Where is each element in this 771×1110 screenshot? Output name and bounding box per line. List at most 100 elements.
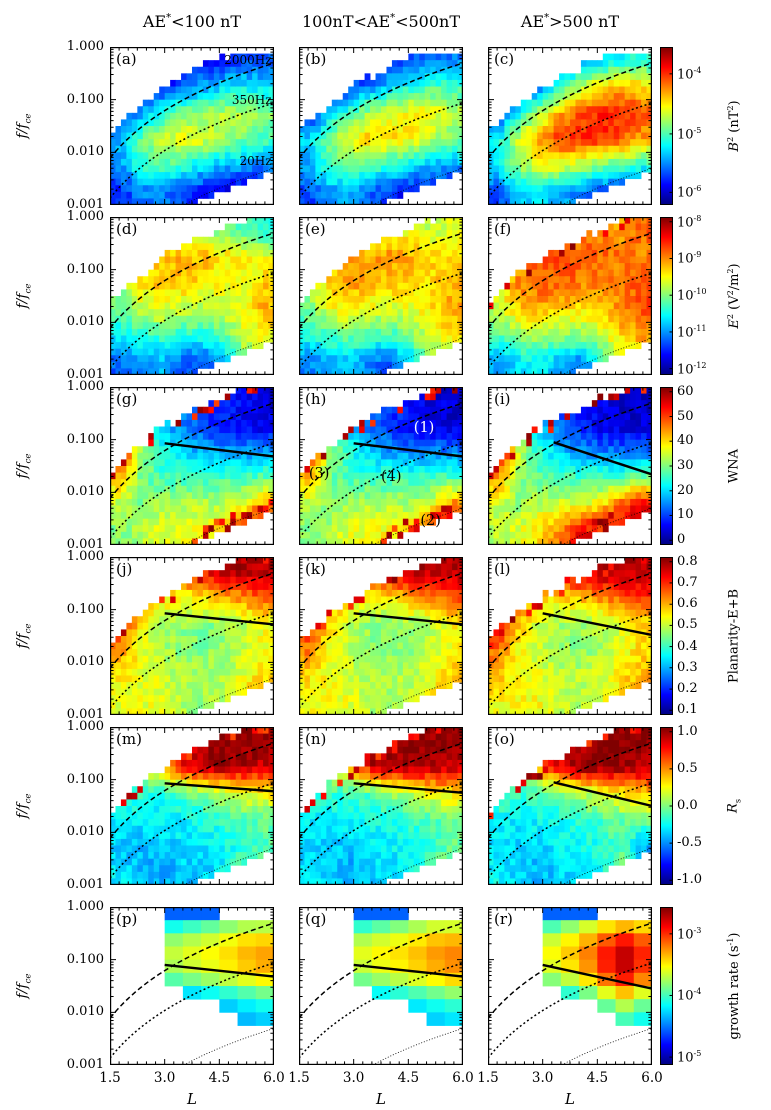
panel-n: (n)	[299, 727, 463, 885]
x-axis-label: L	[187, 1090, 197, 1108]
colorbar-tick-label: 10-6	[677, 184, 702, 201]
colorbar-4	[660, 557, 673, 715]
colorbar-title: WNA	[726, 448, 742, 484]
y-tick-label: 0.010	[66, 1004, 104, 1020]
panel-annotation: 350Hz	[231, 92, 272, 107]
colorbar-title: growth rate (s-1)	[725, 932, 743, 1040]
heatmap-canvas-m	[110, 727, 274, 885]
y-axis-label: f/fce	[14, 113, 34, 139]
colorbar-title: B2 (nT2)	[725, 100, 743, 152]
x-tick-label: 6.0	[641, 1070, 663, 1086]
panel-a: (a) 2000Hz 350Hz 20Hz	[110, 47, 274, 205]
heatmap-canvas-l	[488, 557, 652, 715]
panel-k: (k)	[299, 557, 463, 715]
y-tick-label: 0.001	[66, 1057, 104, 1072]
x-tick-label: 6.0	[263, 1070, 285, 1086]
y-axis-label: f/fce	[14, 793, 34, 819]
colorbar-tick-label: 10-10	[677, 287, 707, 304]
y-tick-label: 1.000	[66, 209, 104, 224]
panel-letter: (g)	[116, 390, 138, 408]
colorbar-tick-label: 10-4	[677, 65, 702, 83]
y-tick-label: 0.100	[66, 431, 104, 447]
panel-m: (m)	[110, 727, 274, 885]
panel-letter: (n)	[305, 730, 327, 748]
panel-letter: (a)	[116, 50, 137, 68]
colorbar-tick-label: -0.5	[677, 835, 703, 851]
panel-letter: (e)	[305, 220, 326, 238]
heatmap-canvas-g	[110, 387, 274, 545]
colorbar-tick-label: 10-5	[677, 1049, 702, 1066]
panel-l: (l)	[488, 557, 652, 715]
y-tick-label: 1.000	[66, 899, 104, 914]
colorbar-title: Rs	[725, 799, 743, 813]
y-axis-label: f/fce	[14, 623, 34, 649]
heatmap-canvas-q	[299, 907, 463, 1065]
heatmap-canvas-f	[488, 217, 652, 375]
panel-c: (c)	[488, 47, 652, 205]
heatmap-canvas-k	[299, 557, 463, 715]
heatmap-canvas-a	[110, 47, 274, 205]
panel-f: (f)	[488, 217, 652, 375]
panel-d: (d)	[110, 217, 274, 375]
heatmap-canvas-p	[110, 907, 274, 1065]
x-tick-label: 4.5	[397, 1070, 420, 1086]
y-tick-label: 1.000	[66, 39, 104, 54]
x-tick-label: 4.5	[208, 1070, 231, 1086]
panel-letter: (p)	[116, 910, 138, 928]
colorbar-tick-label: 0.2	[677, 681, 698, 697]
panel-letter: (l)	[494, 560, 511, 578]
panel-letter: (k)	[305, 560, 326, 578]
colorbar-tick-label: 0.5	[677, 760, 698, 776]
colorbar-tick-label: 0.1	[677, 702, 698, 718]
panel-e: (e)	[299, 217, 463, 375]
colorbar-3	[660, 387, 673, 545]
x-tick-label: 1.5	[99, 1070, 121, 1086]
colorbar-tick-label: 0.5	[677, 617, 698, 633]
heatmap-canvas-h	[299, 387, 463, 545]
y-tick-label: 0.010	[66, 484, 104, 500]
x-tick-label: 3.0	[153, 1070, 176, 1086]
x-axis-label: L	[565, 1090, 575, 1108]
colorbar-tick-label: 0.3	[677, 659, 698, 675]
y-tick-label: 1.000	[66, 379, 104, 394]
panel-annotation: 2000Hz	[224, 52, 272, 67]
colorbar-tick-label: 10	[677, 507, 694, 523]
colorbar-tick-label: 10-4	[677, 987, 702, 1004]
y-tick-label: 0.010	[66, 654, 104, 670]
panel-annotation: (4)	[381, 469, 402, 486]
colorbar-tick-label: 50	[677, 408, 694, 424]
panel-j: (j)	[110, 557, 274, 715]
panel-letter: (o)	[494, 730, 515, 748]
colorbar-tick-label: 10-5	[677, 125, 702, 143]
panel-q: (q)	[299, 907, 463, 1065]
panel-letter: (b)	[305, 50, 327, 68]
heatmap-canvas-d	[110, 217, 274, 375]
panel-annotation: (2)	[420, 513, 441, 530]
y-tick-label: 0.001	[66, 197, 104, 212]
y-tick-label: 0.001	[66, 367, 104, 382]
x-tick-label: 3.0	[342, 1070, 365, 1086]
y-tick-label: 1.000	[66, 719, 104, 734]
panel-h: (h) (3) (4) (1) (2)	[299, 387, 463, 545]
colorbar-1	[660, 47, 673, 205]
colorbar-tick-label: 0.0	[677, 798, 698, 813]
panel-letter: (r)	[494, 910, 513, 928]
panel-letter: (d)	[116, 220, 138, 238]
panel-letter: (h)	[305, 390, 327, 408]
heatmap-canvas-r	[488, 907, 652, 1065]
colorbar-6	[660, 907, 673, 1065]
colorbar-title: E2 (V2/m2)	[725, 263, 743, 329]
panel-b: (b)	[299, 47, 463, 205]
heatmap-canvas-n	[299, 727, 463, 885]
heatmap-canvas-i	[488, 387, 652, 545]
y-tick-label: 0.100	[66, 261, 104, 277]
panel-g: (g)	[110, 387, 274, 545]
heatmap-canvas-e	[299, 217, 463, 375]
y-axis-label: f/fce	[14, 283, 34, 309]
panel-r: (r)	[488, 907, 652, 1065]
x-tick-label: 1.5	[477, 1070, 499, 1086]
y-axis-label: f/fce	[14, 973, 34, 999]
heatmap-canvas-j	[110, 557, 274, 715]
colorbar-tick-label: 10-12	[677, 360, 707, 377]
y-tick-label: 0.010	[66, 314, 104, 330]
